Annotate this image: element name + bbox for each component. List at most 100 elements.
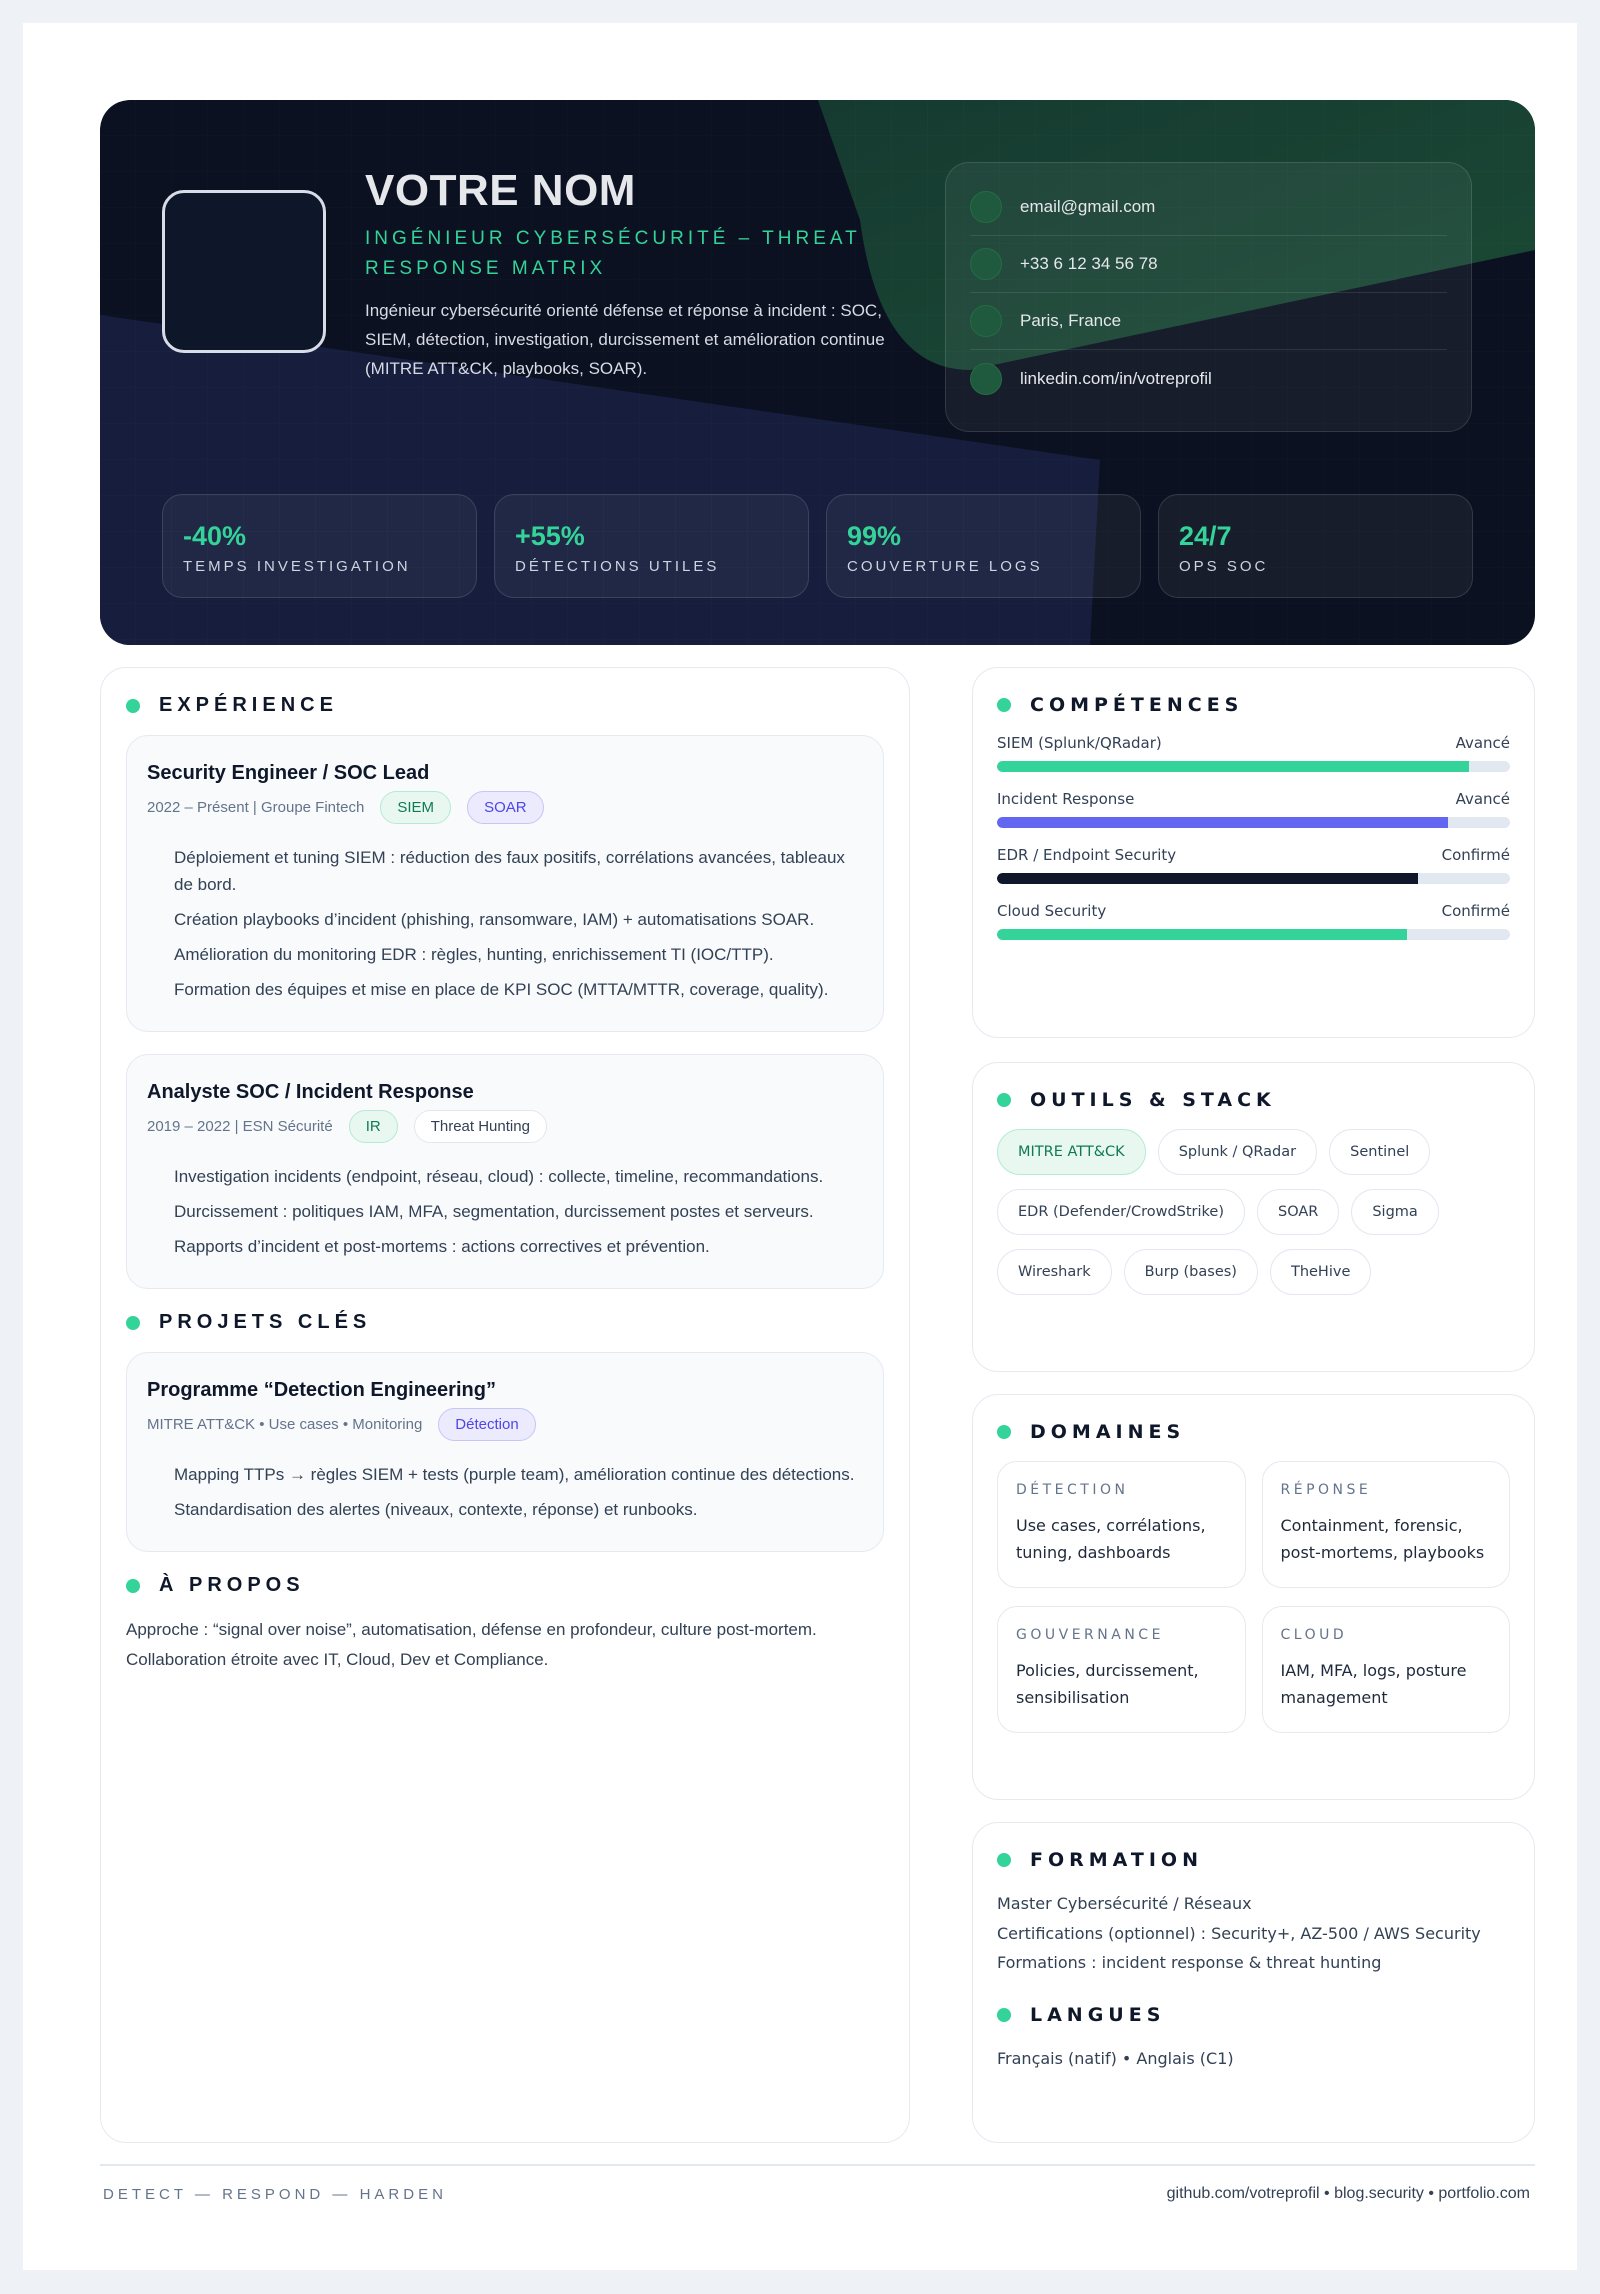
bullet: Durcissement : politiques IAM, MFA, segm… <box>174 1202 814 1221</box>
bullet: Mapping TTPs → règles SIEM + tests (purp… <box>174 1465 855 1484</box>
hero-header: VOTRE NOM Ingénieur Cybersécurité – Thre… <box>100 100 1535 645</box>
section-heading-domains: Domaines <box>997 1421 1510 1443</box>
section-heading-tools: Outils & Stack <box>997 1089 1510 1111</box>
skill-item: Incident Response Avancé <box>997 790 1510 828</box>
tool-chip: Sigma <box>1351 1189 1439 1235</box>
domain-box: Cloud IAM, MFA, logs, posture management <box>1261 1606 1510 1733</box>
stat-card: 24/7 Ops SOC <box>1158 494 1473 598</box>
tool-chip: SOAR <box>1256 1189 1340 1235</box>
tag: Détection <box>438 1408 536 1441</box>
project-card: Programme “Detection Engineering” MITRE … <box>126 1352 884 1552</box>
domain-box: Réponse Containment, forensic, post-morte… <box>1261 1461 1510 1588</box>
domain-box: Détection Use cases, corrélations, tuning… <box>997 1461 1246 1588</box>
profile-photo-placeholder <box>162 190 326 353</box>
tool-chip: Wireshark <box>997 1249 1112 1295</box>
education-line: Certifications (optionnel) : Security+, … <box>997 1923 1481 1943</box>
tool-chip: Burp (bases) <box>1123 1249 1258 1295</box>
footer-links[interactable]: github.com/votreprofil • blog.security •… <box>1166 2185 1530 2202</box>
left-column: Expérience Security Engineer / SOC Lead … <box>100 667 910 2143</box>
contact-phone[interactable]: +33 6 12 34 56 78 <box>970 236 1447 293</box>
tool-chip: MITRE ATT&CK <box>997 1129 1146 1175</box>
education-card: Formation Master Cybersécurité / Réseaux… <box>972 1822 1535 2143</box>
skill-bar-fill <box>997 817 1449 828</box>
tag: SOAR <box>467 791 544 824</box>
job-subtitle: Ingénieur Cybersécurité – Threat Respons… <box>365 228 861 279</box>
project-bullets: Mapping TTPs → règles SIEM + tests (purp… <box>147 1461 863 1523</box>
skill-level: Avancé <box>1455 790 1510 808</box>
skill-bar-fill <box>997 761 1469 772</box>
about-line: Collaboration étroite avec IT, Cloud, De… <box>126 1650 549 1669</box>
skill-item: Cloud Security Confirmé <box>997 902 1510 940</box>
contact-card: email@gmail.com +33 6 12 34 56 78 Paris,… <box>945 162 1472 432</box>
tag: Threat Hunting <box>413 1110 547 1143</box>
tools-card: Outils & Stack MITRE ATT&CK Splunk / QRad… <box>972 1062 1535 1372</box>
domain-box: Gouvernance Policies, durcissement, sensi… <box>997 1606 1246 1733</box>
skill-bar <box>997 929 1510 940</box>
domains-card: Domaines Détection Use cases, corrélation… <box>972 1394 1535 1800</box>
education-line: Master Cybersécurité / Réseaux <box>997 1894 1252 1913</box>
phone-icon <box>970 248 1002 280</box>
project-title: Programme “Detection Engineering” <box>147 1379 496 1401</box>
tool-chip: Splunk / QRadar <box>1157 1129 1318 1175</box>
bullet: Déploiement et tuning SIEM : réduction d… <box>174 848 845 894</box>
skill-name: Incident Response <box>997 790 1135 808</box>
skill-bar-fill <box>997 929 1408 940</box>
bullet: Amélioration du monitoring EDR : règles,… <box>174 945 774 964</box>
skill-name: SIEM (Splunk/QRadar) <box>997 734 1162 752</box>
skill-bar <box>997 817 1510 828</box>
hero-background <box>100 100 1535 645</box>
contact-email[interactable]: email@gmail.com <box>970 179 1447 236</box>
about-line: Approche : “signal over noise”, automati… <box>126 1620 817 1639</box>
job-bullets: Déploiement et tuning SIEM : réduction d… <box>147 844 863 1003</box>
tag: SIEM <box>380 791 452 824</box>
job-meta: 2022 – Présent | Groupe Fintech <box>147 799 365 816</box>
languages-text: Français (natif) • Anglais (C1) <box>997 2048 1234 2068</box>
job-card: Analyste SOC / Incident Response 2019 – … <box>126 1054 884 1289</box>
linkedin-icon <box>970 362 1002 395</box>
tool-chip: Sentinel <box>1329 1129 1431 1175</box>
bullet: Rapports d’incident et post-mortems : ac… <box>174 1237 710 1256</box>
contact-linkedin[interactable]: linkedin.com/in/votreprofil <box>970 350 1447 407</box>
bullet: Standardisation des alertes (niveaux, co… <box>174 1500 698 1519</box>
education-line: Formations : incident response & threat … <box>997 1953 1382 1972</box>
location-icon <box>970 305 1002 337</box>
bullet: Formation des équipes et mise en place d… <box>174 980 829 999</box>
bullet-dot-icon <box>997 1093 1011 1107</box>
bullet-dot-icon <box>997 698 1011 712</box>
bullet-dot-icon <box>126 1315 140 1330</box>
bullet: Création playbooks d’incident (phishing,… <box>174 910 815 929</box>
skill-name: EDR / Endpoint Security <box>997 846 1177 864</box>
skill-level: Confirmé <box>1441 846 1510 864</box>
section-heading-education: Formation <box>997 1849 1510 1871</box>
contact-location: Paris, France <box>970 293 1447 350</box>
footer-divider <box>100 2164 1535 2166</box>
section-heading-skills: Compétences <box>997 694 1510 716</box>
skills-card: Compétences SIEM (Splunk/QRadar) Avancé In… <box>972 667 1535 1038</box>
skill-bar <box>997 761 1510 772</box>
stat-card: -40% Temps investigation <box>162 494 477 598</box>
tag: IR <box>348 1110 398 1143</box>
email-icon <box>970 191 1002 223</box>
job-meta: 2019 – 2022 | ESN Sécurité <box>147 1118 333 1135</box>
footer-tagline: DETECT — RESPOND — HARDEN <box>103 2186 447 2203</box>
candidate-name: VOTRE NOM <box>365 166 636 215</box>
project-meta: MITRE ATT&CK • Use cases • Monitoring <box>147 1416 423 1433</box>
profile-summary: Ingénieur cybersécurité orienté défense … <box>365 301 885 378</box>
skill-level: Confirmé <box>1441 902 1510 920</box>
tool-chip: TheHive <box>1269 1249 1372 1295</box>
section-heading-experience: Expérience <box>126 694 884 717</box>
skill-item: SIEM (Splunk/QRadar) Avancé <box>997 734 1510 772</box>
skill-bar-fill <box>997 873 1418 884</box>
skill-name: Cloud Security <box>997 902 1107 920</box>
stat-card: 99% Couverture logs <box>826 494 1141 598</box>
job-card: Security Engineer / SOC Lead 2022 – Prés… <box>126 735 884 1032</box>
bullet: Investigation incidents (endpoint, résea… <box>174 1167 824 1186</box>
section-heading-projects: Projets clés <box>126 1311 884 1334</box>
section-heading-languages: Langues <box>997 2004 1510 2026</box>
tool-chips: MITRE ATT&CK Splunk / QRadar Sentinel EDR (… <box>997 1129 1510 1295</box>
bullet-dot-icon <box>126 1578 140 1593</box>
job-bullets: Investigation incidents (endpoint, résea… <box>147 1163 863 1260</box>
bullet-dot-icon <box>997 1853 1011 1867</box>
bullet-dot-icon <box>997 1425 1011 1439</box>
section-heading-about: À propos <box>126 1574 884 1597</box>
